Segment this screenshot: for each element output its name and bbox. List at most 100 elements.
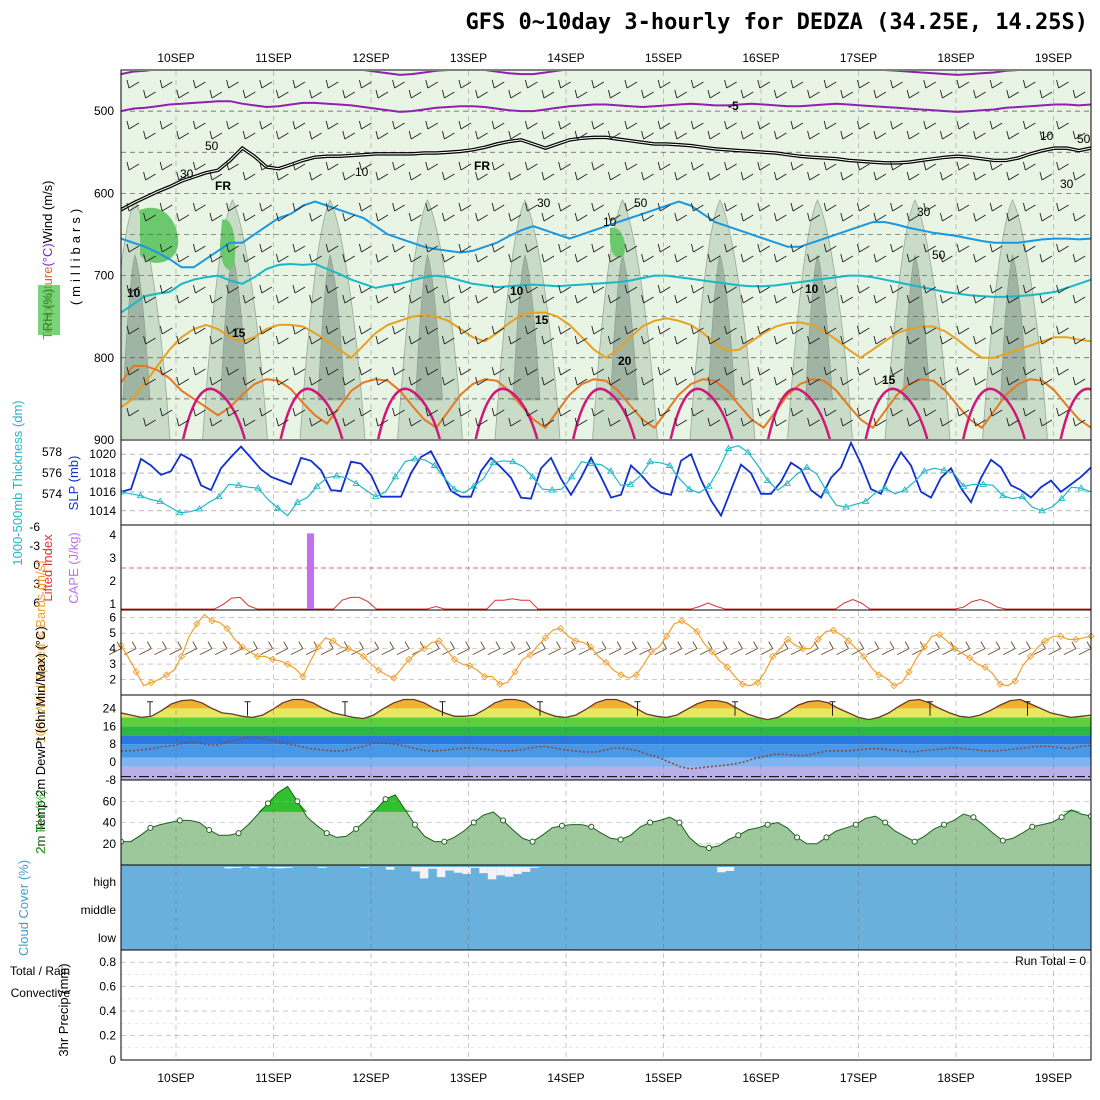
wind-barb bbox=[541, 417, 555, 427]
wind-barb-10m bbox=[154, 641, 167, 656]
wind-barb bbox=[292, 79, 306, 89]
wind-barb bbox=[807, 253, 820, 263]
wind-barb bbox=[558, 202, 571, 212]
wind-barb bbox=[591, 243, 605, 253]
wind-barb bbox=[226, 202, 239, 212]
wind-point bbox=[1041, 637, 1050, 645]
wind-barb bbox=[309, 130, 322, 140]
wind-point bbox=[147, 678, 155, 687]
wind-barb bbox=[624, 284, 638, 294]
thickness-point bbox=[215, 492, 223, 500]
slp-tick: 1016 bbox=[89, 485, 116, 499]
wind-barb bbox=[275, 376, 289, 386]
wind-barb bbox=[242, 89, 256, 99]
day-label-bottom: 16SEP bbox=[742, 1071, 779, 1085]
wind-barb bbox=[873, 253, 887, 263]
wind-barb bbox=[773, 417, 787, 427]
wind-barb bbox=[441, 89, 455, 99]
lifted-tick: 3 bbox=[33, 577, 40, 591]
thickness-point bbox=[822, 487, 831, 494]
wind-barb bbox=[890, 325, 903, 335]
wind-barb bbox=[790, 79, 804, 89]
wind-barb bbox=[226, 161, 239, 171]
wind-barb bbox=[757, 284, 771, 294]
cape-tick: 1 bbox=[109, 597, 116, 611]
wind-barb bbox=[657, 243, 671, 253]
isotherm-25 bbox=[766, 387, 832, 439]
wind-barb bbox=[740, 171, 754, 181]
wind-barb bbox=[1072, 89, 1086, 99]
wind-barb bbox=[790, 325, 804, 335]
wind-barb bbox=[1022, 325, 1036, 335]
wind-barb bbox=[890, 161, 903, 171]
thickness-point bbox=[528, 472, 537, 480]
wind-point bbox=[435, 637, 443, 645]
cloud-tick: high bbox=[93, 875, 116, 889]
day-label-bottom: 13SEP bbox=[450, 1071, 487, 1085]
wind-barb bbox=[541, 376, 555, 386]
wind-barb bbox=[176, 253, 190, 263]
wind-barb bbox=[1056, 79, 1069, 89]
wind-barb bbox=[1039, 253, 1053, 263]
wind-point bbox=[405, 655, 413, 664]
wind-barb bbox=[956, 161, 970, 171]
wind-barb bbox=[989, 284, 1003, 294]
temp-panel bbox=[121, 698, 1091, 780]
thickness-point bbox=[430, 461, 439, 468]
wind-barb bbox=[989, 120, 1003, 130]
wind-barb bbox=[973, 253, 986, 263]
wind-barb bbox=[408, 253, 422, 263]
wind-barb bbox=[226, 243, 239, 253]
slp-line bbox=[121, 441, 1091, 518]
rh-point bbox=[500, 817, 507, 824]
thickness-point bbox=[489, 458, 498, 466]
wind-barb bbox=[458, 366, 472, 376]
wind-barb bbox=[375, 294, 389, 304]
wind-barb bbox=[275, 294, 289, 304]
wind-barb bbox=[823, 202, 837, 212]
wind-barb bbox=[408, 294, 422, 304]
thickness-point bbox=[626, 480, 635, 487]
wind-barb bbox=[989, 325, 1003, 335]
wind-point bbox=[496, 680, 504, 688]
wind-barb bbox=[159, 120, 173, 130]
cloud-gap bbox=[462, 867, 471, 875]
cloud-gap bbox=[275, 867, 284, 869]
cloud-gap bbox=[479, 867, 488, 874]
wind-barb bbox=[973, 335, 986, 345]
wind-barb bbox=[425, 161, 439, 171]
minmax-whisker bbox=[147, 701, 153, 716]
wind-barb-10m bbox=[366, 641, 380, 656]
wind-barb bbox=[408, 130, 422, 140]
wind-barb bbox=[209, 130, 223, 140]
wind-barb-10m bbox=[139, 641, 152, 656]
wind-barb bbox=[1006, 417, 1020, 427]
wind-point bbox=[647, 648, 656, 656]
wind-barb-10m bbox=[775, 641, 789, 656]
wind-barb bbox=[1072, 335, 1086, 345]
wind-barb bbox=[524, 284, 538, 294]
wind-barb bbox=[176, 417, 190, 427]
wind-barb bbox=[641, 130, 654, 140]
wind-point bbox=[284, 660, 292, 668]
isotherm-20 bbox=[121, 365, 1091, 430]
contour-label: 10 bbox=[127, 286, 141, 300]
wind-barb bbox=[292, 120, 306, 130]
wind-point bbox=[511, 668, 519, 676]
cloud-gap bbox=[385, 867, 395, 870]
wind-barb bbox=[259, 407, 273, 417]
wind-barb-10m bbox=[487, 641, 501, 656]
wind-barb bbox=[541, 89, 555, 99]
wind-barb bbox=[309, 417, 322, 427]
wind-barb bbox=[989, 407, 1003, 417]
contour-label-rh: 30 bbox=[1060, 177, 1074, 191]
wind-barb bbox=[674, 130, 688, 140]
wind-barb bbox=[956, 284, 970, 294]
wind-barb bbox=[740, 212, 754, 222]
rh-ylabel: 2m RH (%) bbox=[33, 790, 48, 854]
thickness-tick: 578 bbox=[42, 445, 62, 459]
wind-barb-10m bbox=[275, 641, 289, 656]
rh-point bbox=[735, 832, 742, 839]
wind-point bbox=[420, 644, 428, 653]
wind-point bbox=[632, 671, 640, 679]
